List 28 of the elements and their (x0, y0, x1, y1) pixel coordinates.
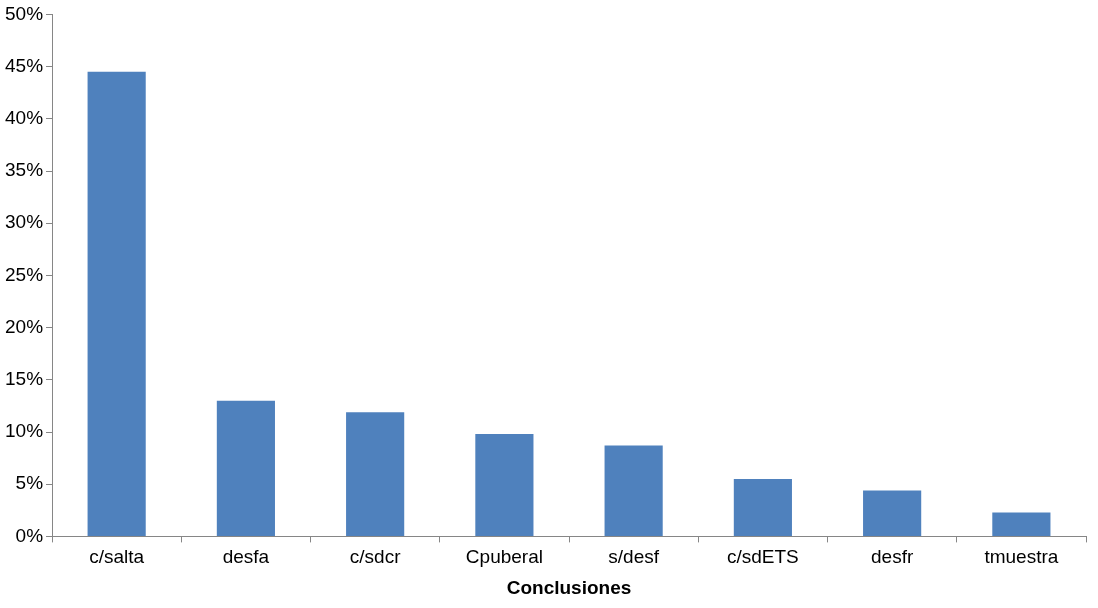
y-tick-label: 10% (5, 420, 44, 442)
y-tick-label: 50% (5, 2, 44, 24)
x-axis-title: Conclusiones (506, 576, 632, 598)
y-tick-label: 0% (15, 524, 44, 546)
x-tick-label: desfr (871, 546, 914, 568)
x-tick-label: c/sdcr (349, 546, 402, 568)
x-tick-label: desfa (222, 546, 270, 568)
y-tick-label: 35% (5, 159, 44, 181)
x-tick-label: Cpuberal (465, 546, 543, 568)
bar (604, 445, 663, 536)
y-tick-label: 30% (5, 211, 44, 233)
x-tick-label: c/salta (89, 546, 145, 568)
bar (346, 412, 405, 536)
y-tick-label: 45% (5, 54, 44, 76)
y-tick-label: 40% (5, 107, 44, 129)
y-tick-label: 25% (5, 263, 44, 285)
y-tick-label: 15% (5, 368, 44, 390)
bar (733, 478, 792, 536)
x-tick-label: tmuestra (984, 546, 1059, 568)
y-tick-label: 20% (5, 315, 44, 337)
bar (475, 434, 534, 536)
bar (992, 512, 1051, 536)
bar (216, 400, 275, 536)
x-tick-label: c/sdETS (726, 546, 799, 568)
y-tick-label: 5% (15, 472, 44, 494)
bar (863, 490, 922, 536)
bar (87, 71, 146, 536)
x-tick-label: s/desf (608, 546, 660, 568)
